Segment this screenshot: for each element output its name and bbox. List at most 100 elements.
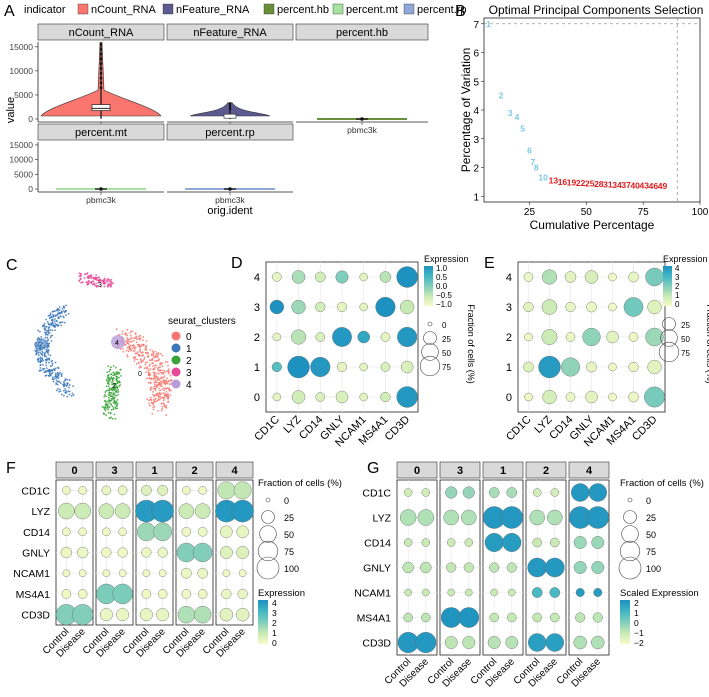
size-legend-title: Fraction of cells (%)	[620, 478, 704, 489]
gene-tick-label: MS4A1	[357, 613, 392, 625]
cluster-1-cell	[56, 383, 59, 386]
cluster-1-cell	[60, 375, 63, 378]
cluster-0-cell	[146, 351, 149, 354]
cluster-0-cell	[154, 350, 156, 353]
dot-0-MS4A1	[380, 391, 391, 403]
color-tick-label: 2	[675, 282, 680, 291]
size-legend-label: 25	[442, 335, 451, 344]
cluster-0-label: 0	[138, 371, 142, 378]
legend-dot-3	[171, 367, 181, 377]
cluster-0-cell	[142, 336, 145, 338]
dot-4-NCAM1-Disease	[593, 588, 603, 597]
cluster-1-cell	[48, 326, 51, 329]
cluster-2-cell	[108, 389, 111, 392]
cluster-0-cell	[158, 392, 161, 395]
cluster-1-cell	[56, 366, 59, 369]
cluster-1-cell	[47, 343, 50, 346]
cluster-3-cell	[110, 278, 113, 281]
cluster-0-cell	[152, 406, 154, 409]
cluster-1-cell	[45, 349, 48, 351]
dot-4-CD1C-Control	[217, 481, 236, 500]
color-bar	[663, 266, 672, 306]
size-legend-dot	[621, 525, 639, 543]
cluster-2-cell	[110, 395, 113, 397]
cluster-tick-label: 4	[506, 272, 512, 284]
dot-2-NCAM1	[357, 330, 370, 344]
pc-point-label: 1	[486, 19, 491, 29]
cluster-1-cell	[39, 356, 42, 359]
cluster-2-cell	[107, 376, 109, 379]
cluster-0-cell	[162, 392, 165, 394]
cluster-1-cell	[56, 371, 59, 374]
cluster-1-cell	[46, 339, 49, 342]
cluster-0-cell	[129, 338, 131, 341]
legend-label-4: 4	[186, 380, 192, 391]
legend-swatch-nFeature_RNA	[162, 3, 174, 15]
cluster-1-cell	[63, 382, 66, 385]
dot-3-CD1C-Disease	[462, 486, 475, 499]
y-tick-label: 5000	[14, 90, 33, 100]
facet-strip	[175, 461, 214, 479]
cluster-1-cell	[57, 311, 60, 314]
cluster-0-cell	[155, 352, 158, 355]
cluster-tick-label: 3	[254, 302, 260, 314]
size-legend-dot	[658, 341, 680, 363]
cluster-0-cell	[166, 377, 168, 380]
cluster-0-cell	[129, 348, 132, 351]
cluster-1-cell	[70, 395, 73, 397]
cluster-0-cell	[160, 352, 162, 355]
legend-swatch-percent.rp	[403, 3, 415, 15]
cluster-1-cell	[46, 320, 49, 323]
dot-1-CD1C-Control	[141, 485, 152, 496]
cluster-0-cell	[142, 344, 145, 347]
dot-4-GNLY	[335, 270, 349, 284]
cluster-0-cell	[144, 361, 147, 364]
panel-a-violin: indicator nCount_RNA nFeature_RNA percent.h…	[5, 3, 467, 217]
cluster-2-cell	[104, 409, 107, 412]
cluster-3-cell	[78, 275, 81, 277]
cluster-0-cell	[138, 335, 141, 338]
cluster-1-cell	[49, 354, 52, 357]
cluster-1-cell	[56, 309, 59, 312]
cluster-0-cell	[140, 360, 143, 363]
cluster-2-cell	[112, 408, 115, 411]
cluster-0-cell	[161, 354, 164, 357]
cluster-0-cell	[144, 348, 147, 351]
cluster-1-cell	[45, 367, 48, 370]
plot-frame	[483, 17, 701, 203]
cluster-1-cell	[61, 308, 64, 310]
dot-0-NCAM1-Disease	[422, 588, 430, 597]
facet-strip	[482, 461, 524, 479]
dot-3-LYZ-Disease	[461, 509, 477, 526]
dot-3-MS4A1-Control	[440, 607, 462, 628]
cluster-2-cell	[105, 402, 107, 405]
y-tick-label: 1	[473, 192, 479, 203]
facet-label: percent.hb	[336, 27, 388, 39]
cluster-1-cell	[53, 310, 56, 313]
dot-0-MS4A1-Control	[61, 589, 72, 599]
cluster-3-cell	[90, 282, 93, 285]
facet-label: 2	[191, 465, 197, 477]
dot-1-CD3D-Disease	[505, 636, 519, 649]
cluster-0-cell	[127, 343, 130, 345]
dot-4-NCAM1-Disease	[238, 569, 247, 577]
dot-1-GNLY-Control	[141, 547, 152, 558]
cluster-0-cell	[126, 355, 129, 358]
cluster-0-cell	[166, 387, 169, 390]
cluster-1-cell	[63, 310, 65, 312]
dot-0-NCAM1	[608, 392, 617, 402]
cluster-1-cell	[34, 343, 36, 346]
dot-4-MS4A1	[379, 271, 392, 283]
cluster-2-cell	[103, 395, 106, 398]
cluster-3-cell	[109, 280, 112, 282]
cluster-0-cell	[159, 397, 162, 400]
facet-label: 0	[71, 465, 77, 477]
dot-4-CD3D-Control	[573, 635, 587, 650]
dot-1-CD1C-Disease	[157, 485, 168, 496]
cluster-0-cell	[157, 387, 160, 390]
dot-2-CD1C-Control	[532, 488, 542, 497]
cluster-2-cell	[111, 417, 114, 420]
cluster-2-cell	[110, 381, 113, 384]
cluster-0-cell	[151, 412, 154, 415]
size-legend-label: 100	[646, 564, 661, 574]
